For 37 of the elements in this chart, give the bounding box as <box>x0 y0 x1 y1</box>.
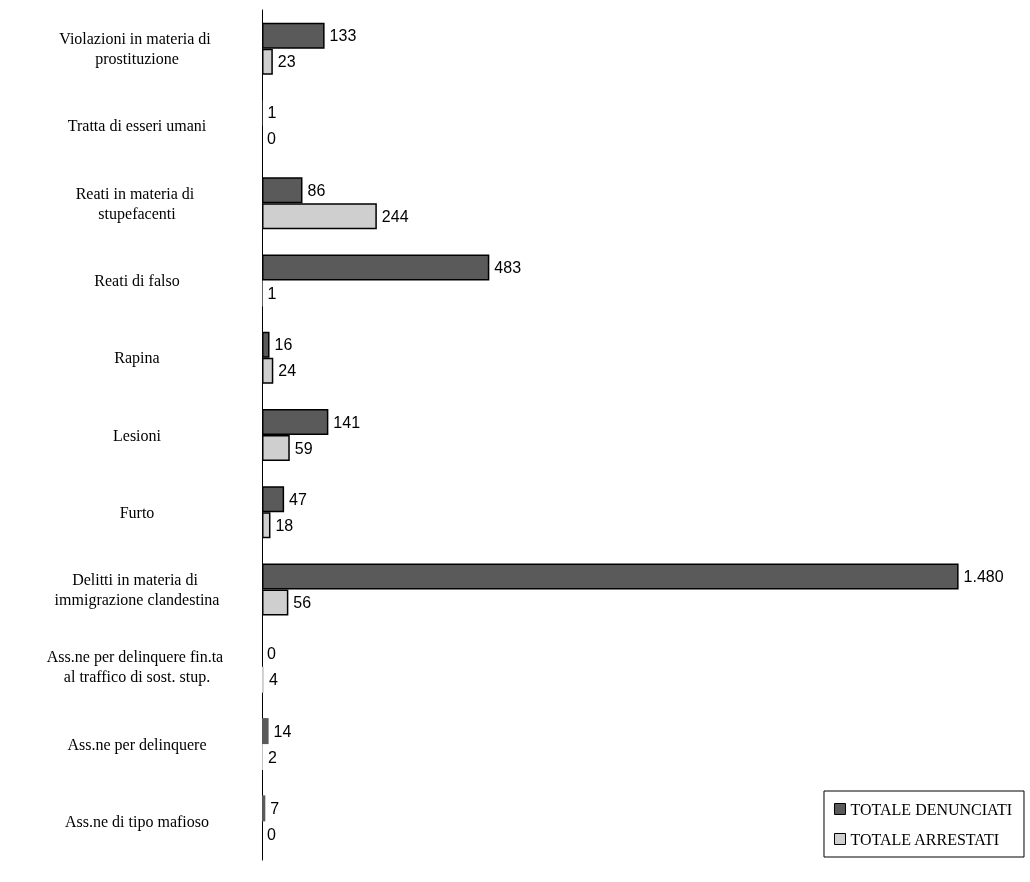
data-label: 47 <box>289 490 308 508</box>
data-label: 24 <box>278 362 297 380</box>
bar <box>262 718 269 745</box>
data-label: 16 <box>274 336 293 354</box>
data-label: 483 <box>494 258 522 276</box>
data-label: 0 <box>267 825 276 843</box>
data-label: 7 <box>270 799 280 817</box>
y-tick-label: Rapina <box>114 349 160 368</box>
y-tick-label: Delitti in materia di immigrazione clandestina <box>54 571 220 610</box>
data-label: 1 <box>267 284 277 302</box>
data-label: 59 <box>294 439 313 457</box>
data-label: 0 <box>267 645 276 663</box>
data-label: 4 <box>268 671 278 689</box>
bar <box>262 795 266 822</box>
data-label: 14 <box>273 722 292 740</box>
data-label: 86 <box>307 181 326 199</box>
data-label: 1.480 <box>963 568 1004 586</box>
y-tick-label: Ass.ne di tipo mafioso <box>65 812 209 831</box>
y-tick-label: Violazioni in materia di prostituzione <box>59 30 215 69</box>
y-tick-label: Lesioni <box>113 426 162 444</box>
y-tick-label: Tratta di esseri umani <box>67 117 207 135</box>
legend-label: TOTALE ARRESTATI <box>850 830 1000 848</box>
data-label: 18 <box>275 516 294 534</box>
data-label: 1 <box>267 104 277 122</box>
y-tick-label: Reati in materia di stupefacenti <box>75 184 199 223</box>
data-label: 0 <box>267 130 276 148</box>
data-label: 56 <box>293 594 312 612</box>
data-label: 244 <box>381 207 409 225</box>
y-tick-label: Furto <box>119 503 155 521</box>
data-label: 2 <box>267 748 277 766</box>
data-label: 141 <box>333 413 361 431</box>
data-label: 23 <box>277 53 296 71</box>
y-tick-label: Reati di falso <box>94 271 180 289</box>
y-tick-label: Ass.ne per delinquere <box>67 735 207 754</box>
data-label: 133 <box>329 27 357 45</box>
legend-label: TOTALE DENUNCIATI <box>850 800 1013 818</box>
y-tick-label: Ass.ne per delinquere fin.ta al traffico di sost. stup. <box>46 648 228 687</box>
